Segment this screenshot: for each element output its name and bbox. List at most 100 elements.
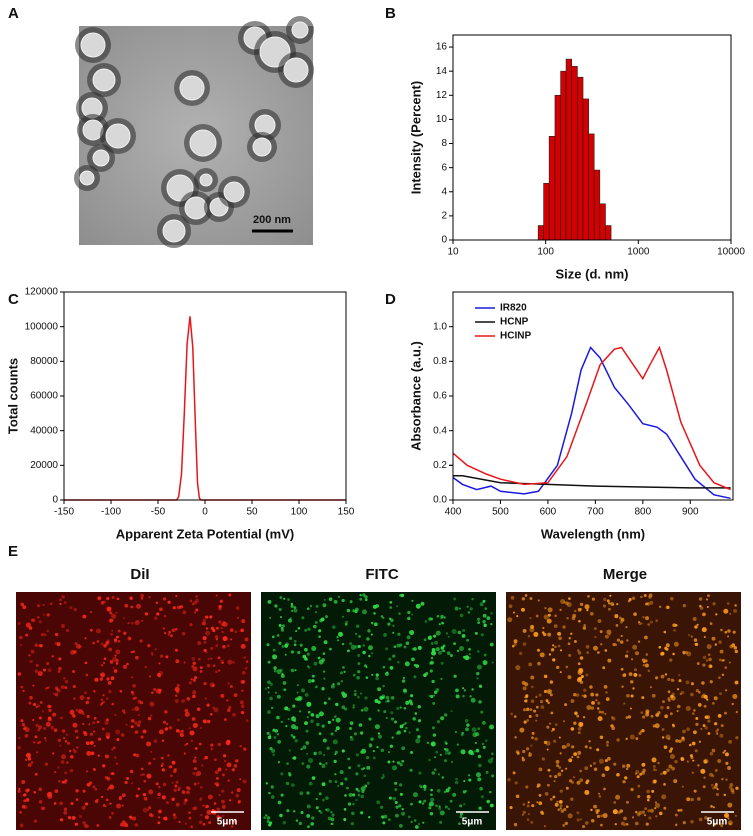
speckle: [115, 662, 119, 665]
speckle: [526, 804, 530, 808]
speckle: [390, 711, 394, 715]
speckle: [69, 768, 74, 773]
speckle: [56, 688, 61, 693]
speckle: [392, 624, 395, 627]
speckle: [314, 621, 318, 624]
speckle: [595, 699, 598, 702]
speckle: [438, 650, 442, 655]
speckle: [279, 813, 283, 818]
speckle: [72, 685, 76, 689]
speckle: [307, 679, 312, 684]
speckle: [106, 735, 110, 740]
speckle: [89, 628, 93, 632]
speckle: [325, 762, 328, 765]
speckle: [565, 665, 569, 669]
speckle: [226, 699, 229, 702]
speckle: [106, 677, 110, 681]
speckle: [73, 749, 77, 754]
speckle: [615, 623, 619, 627]
x-tick-label: 10000: [717, 247, 745, 258]
plot-frame: [452, 291, 734, 501]
speckle: [682, 650, 686, 655]
speckle: [489, 724, 495, 730]
speckle: [638, 621, 641, 624]
speckle: [72, 714, 76, 718]
speckle: [100, 698, 104, 702]
speckle: [210, 743, 214, 747]
speckle: [300, 811, 304, 815]
speckle: [353, 732, 358, 736]
speckle: [337, 784, 340, 788]
speckle: [422, 821, 425, 824]
speckle: [606, 740, 609, 744]
speckle: [35, 705, 38, 709]
speckle: [269, 734, 272, 737]
speckle: [682, 603, 687, 608]
speckle: [691, 741, 696, 746]
speckle: [653, 765, 656, 768]
speckle: [450, 760, 454, 764]
speckle: [111, 702, 114, 706]
speckle: [462, 790, 466, 794]
speckle: [233, 764, 238, 768]
speckle: [561, 745, 566, 749]
speckle: [559, 804, 563, 808]
speckle: [281, 644, 285, 648]
speckle: [423, 673, 427, 678]
speckle: [469, 607, 473, 611]
speckle: [318, 711, 324, 717]
speckle: [231, 768, 236, 772]
speckle: [176, 690, 180, 694]
speckle: [159, 654, 164, 658]
speckle: [318, 629, 322, 633]
speckle: [664, 714, 668, 719]
speckle: [136, 620, 139, 623]
speckle: [47, 717, 52, 722]
speckle: [274, 604, 278, 608]
speckle: [146, 741, 152, 747]
speckle: [420, 601, 425, 606]
speckle: [267, 660, 271, 664]
speckle: [658, 605, 662, 608]
scale-bar-label: 200 nm: [253, 214, 291, 226]
speckle: [720, 724, 724, 728]
speckle: [706, 606, 709, 609]
speckle: [442, 644, 446, 648]
speckle: [129, 769, 134, 774]
speckle: [570, 797, 574, 801]
speckle: [475, 748, 480, 753]
speckle: [342, 695, 345, 698]
speckle: [267, 691, 270, 694]
speckle: [677, 704, 681, 709]
speckle: [697, 764, 700, 767]
speckle: [459, 812, 464, 816]
speckle: [600, 643, 603, 646]
speckle: [727, 766, 732, 770]
speckle: [600, 814, 604, 818]
speckle: [105, 732, 111, 738]
speckle: [489, 803, 494, 808]
speckle: [390, 618, 394, 623]
speckle: [307, 627, 311, 631]
speckle: [310, 713, 315, 717]
speckle: [667, 697, 671, 701]
speckle: [415, 603, 421, 609]
speckle: [559, 608, 562, 611]
speckle: [572, 776, 576, 779]
speckle: [447, 807, 451, 811]
speckle: [579, 656, 584, 660]
speckle: [435, 630, 441, 636]
speckle: [107, 680, 112, 685]
speckle: [665, 643, 670, 648]
speckle: [387, 751, 391, 754]
speckle: [542, 626, 545, 630]
speckle: [58, 657, 62, 661]
speckle: [399, 643, 403, 647]
speckle: [323, 701, 327, 705]
speckle: [389, 601, 393, 604]
y-tick-label: 0.8: [433, 356, 447, 367]
speckle: [450, 710, 453, 713]
speckle: [265, 814, 268, 817]
speckle: [49, 602, 53, 606]
speckle: [332, 625, 336, 629]
